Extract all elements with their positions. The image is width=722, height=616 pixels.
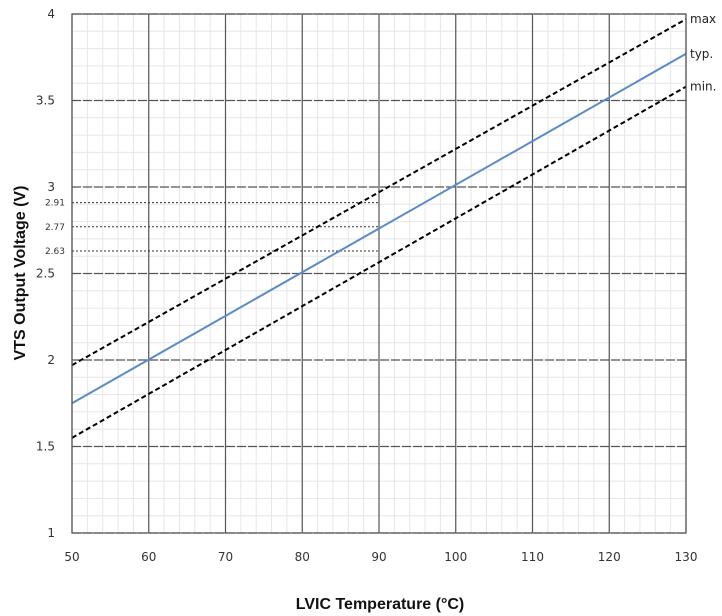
x-tick-label: 80 (295, 550, 310, 564)
x-tick-label: 90 (371, 550, 386, 564)
x-tick-label: 60 (141, 550, 156, 564)
series-lines (71, 18, 687, 439)
x-tick-label: 130 (675, 550, 698, 564)
y-tick-labels: 1 1.5 2 2.5 3 3.5 4 2.63 2.77 2.91 (36, 7, 65, 540)
series-line-typ (71, 52, 687, 405)
series-label: typ. (690, 47, 713, 61)
y-tick-label-detail: 2.77 (45, 223, 65, 233)
y-tick-label-detail: 2.91 (45, 199, 65, 209)
x-tick-label: 120 (598, 550, 621, 564)
series-labels: max typ. min. (690, 12, 716, 93)
series-label: min. (690, 80, 716, 94)
x-tick-label: 100 (444, 550, 467, 564)
series-line-max (71, 18, 687, 367)
y-tick-label: 3.5 (36, 94, 55, 108)
x-tick-label: 70 (218, 550, 233, 564)
x-tick-label: 110 (521, 550, 544, 564)
y-tick-label: 1 (47, 526, 55, 540)
series-line-min (71, 85, 687, 439)
y-tick-label: 3 (47, 180, 55, 194)
x-tick-label: 50 (64, 550, 79, 564)
reference-lines (72, 202, 379, 252)
y-tick-label: 2.5 (36, 267, 55, 281)
y-axis-title: VTS Output Voltage (V) (12, 186, 29, 361)
x-axis-title: LVIC Temperature (°C) (296, 596, 465, 613)
y-tick-label: 1.5 (36, 440, 55, 454)
y-tick-label-detail: 2.63 (45, 247, 65, 257)
y-tick-label: 2 (47, 353, 55, 367)
plot-frame (71, 13, 687, 534)
y-tick-label: 4 (47, 7, 55, 21)
plot-border (71, 13, 687, 534)
x-tick-labels: 50 60 70 80 90 100 110 120 130 (64, 550, 697, 564)
series-label: max (690, 12, 716, 26)
